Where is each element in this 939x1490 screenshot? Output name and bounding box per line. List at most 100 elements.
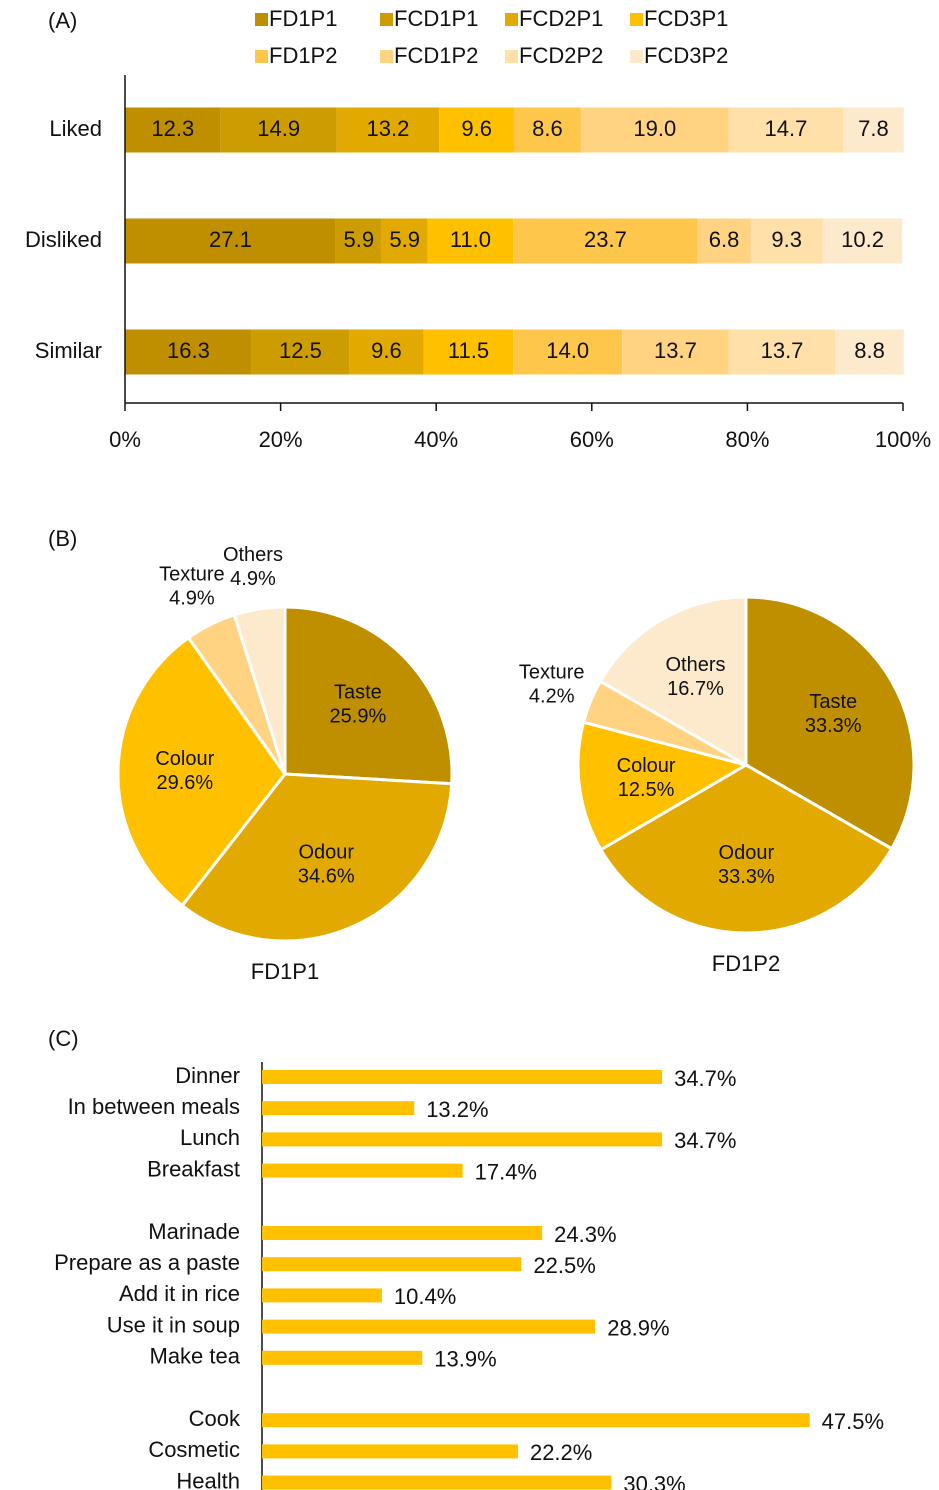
bar-segment bbox=[125, 218, 336, 264]
data-label: 11.5 bbox=[448, 338, 489, 363]
pie-slice bbox=[598, 763, 894, 935]
slice-label: Texture bbox=[519, 662, 585, 684]
pie-slice bbox=[283, 605, 454, 786]
slice-value: 34.6% bbox=[298, 866, 355, 888]
data-label: 28.9% bbox=[607, 1315, 669, 1340]
bar-segment bbox=[622, 329, 729, 375]
bar bbox=[262, 1288, 382, 1303]
y-tick-label: In between meals bbox=[68, 1094, 240, 1119]
bar-segment bbox=[220, 107, 337, 153]
bar bbox=[262, 1070, 663, 1084]
legend-swatch bbox=[255, 13, 268, 26]
legend-swatch bbox=[505, 13, 518, 26]
data-label: 14.9 bbox=[257, 116, 300, 141]
data-label: 9.6 bbox=[461, 116, 492, 141]
data-label: 5.9 bbox=[343, 227, 374, 252]
data-label: 19.0 bbox=[633, 116, 676, 141]
data-label: 8.6 bbox=[532, 116, 563, 141]
pie-slice bbox=[598, 595, 748, 768]
bar bbox=[262, 1257, 522, 1272]
data-label: 12.3 bbox=[151, 116, 194, 141]
bar-segment bbox=[381, 218, 428, 264]
legend-label: FCD3P2 bbox=[644, 43, 728, 68]
data-label: 22.2% bbox=[530, 1440, 592, 1465]
pie-title: FD1P1 bbox=[251, 959, 319, 984]
bar-segment bbox=[580, 107, 729, 153]
panel-label: (B) bbox=[48, 526, 77, 551]
bar-segment bbox=[336, 107, 440, 153]
y-tick-label: Prepare as a paste bbox=[54, 1250, 240, 1275]
bar-segment bbox=[822, 218, 903, 264]
data-label: 6.8 bbox=[709, 227, 740, 252]
x-tick-label: 80% bbox=[725, 427, 769, 452]
bar bbox=[262, 1101, 415, 1116]
data-label: 10.2 bbox=[841, 227, 884, 252]
x-tick-label: 20% bbox=[259, 427, 303, 452]
legend-label: FCD2P1 bbox=[519, 6, 603, 31]
bar bbox=[262, 1350, 423, 1365]
data-label: 30.3% bbox=[623, 1471, 685, 1490]
slice-label: Others bbox=[665, 654, 725, 676]
slice-label: Taste bbox=[334, 682, 382, 704]
bar bbox=[262, 1132, 663, 1147]
bar-segment bbox=[728, 329, 836, 375]
y-tick-label: Dinner bbox=[175, 1063, 240, 1088]
panel-label: (A) bbox=[48, 8, 77, 33]
slice-label: Texture bbox=[159, 563, 225, 585]
bar-segment bbox=[427, 218, 514, 264]
y-tick-label: Use it in soup bbox=[107, 1312, 240, 1337]
legend-swatch bbox=[505, 50, 518, 63]
data-label: 27.1 bbox=[209, 227, 252, 252]
pie-slice bbox=[180, 772, 454, 943]
data-label: 10.4% bbox=[394, 1284, 456, 1309]
y-tick-label: Lunch bbox=[180, 1125, 240, 1150]
bar bbox=[262, 1475, 612, 1490]
y-tick-label: Similar bbox=[35, 338, 102, 363]
data-label: 11.0 bbox=[450, 227, 491, 252]
bar bbox=[262, 1226, 543, 1240]
bar-segment bbox=[514, 107, 581, 153]
legend-label: FCD1P2 bbox=[394, 43, 478, 68]
data-label: 13.2 bbox=[367, 116, 410, 141]
bar-segment bbox=[125, 329, 252, 375]
panel-label: (C) bbox=[48, 1026, 79, 1051]
bar-segment bbox=[750, 218, 823, 264]
x-tick-label: 0% bbox=[109, 427, 141, 452]
legend-swatch bbox=[630, 13, 643, 26]
slice-label: Others bbox=[223, 544, 283, 566]
slice-label: Colour bbox=[617, 755, 676, 777]
slice-value: 29.6% bbox=[156, 772, 213, 794]
slice-value: 33.3% bbox=[718, 866, 775, 888]
legend-swatch bbox=[255, 50, 268, 63]
bar-segment bbox=[335, 218, 382, 264]
slice-value: 4.9% bbox=[230, 568, 276, 590]
legend-label: FD1P1 bbox=[269, 6, 337, 31]
data-label: 8.8 bbox=[854, 338, 885, 363]
slice-label: Taste bbox=[809, 691, 857, 713]
bar-segment bbox=[513, 218, 698, 264]
bar-segment bbox=[125, 107, 221, 153]
bar-segment bbox=[843, 107, 904, 153]
bar-segment bbox=[439, 107, 514, 153]
slice-value: 4.9% bbox=[169, 587, 215, 609]
bar bbox=[262, 1163, 463, 1178]
bar-segment bbox=[349, 329, 424, 375]
legend-label: FCD3P1 bbox=[644, 6, 728, 31]
bar bbox=[262, 1444, 518, 1459]
data-label: 7.8 bbox=[858, 116, 889, 141]
data-label: 23.7 bbox=[584, 227, 627, 252]
x-tick-label: 60% bbox=[570, 427, 614, 452]
slice-label: Odour bbox=[719, 842, 775, 864]
data-label: 13.7 bbox=[654, 338, 697, 363]
pie-slice bbox=[116, 635, 287, 908]
pie-slice bbox=[744, 595, 916, 851]
x-tick-label: 40% bbox=[414, 427, 458, 452]
y-tick-label: Breakfast bbox=[147, 1156, 240, 1181]
legend-swatch bbox=[630, 50, 643, 63]
legend-label: FD1P2 bbox=[269, 43, 337, 68]
data-label: 34.7% bbox=[674, 1128, 736, 1153]
slice-value: 12.5% bbox=[618, 779, 675, 801]
data-label: 14.0 bbox=[546, 338, 589, 363]
slice-value: 25.9% bbox=[330, 706, 387, 728]
